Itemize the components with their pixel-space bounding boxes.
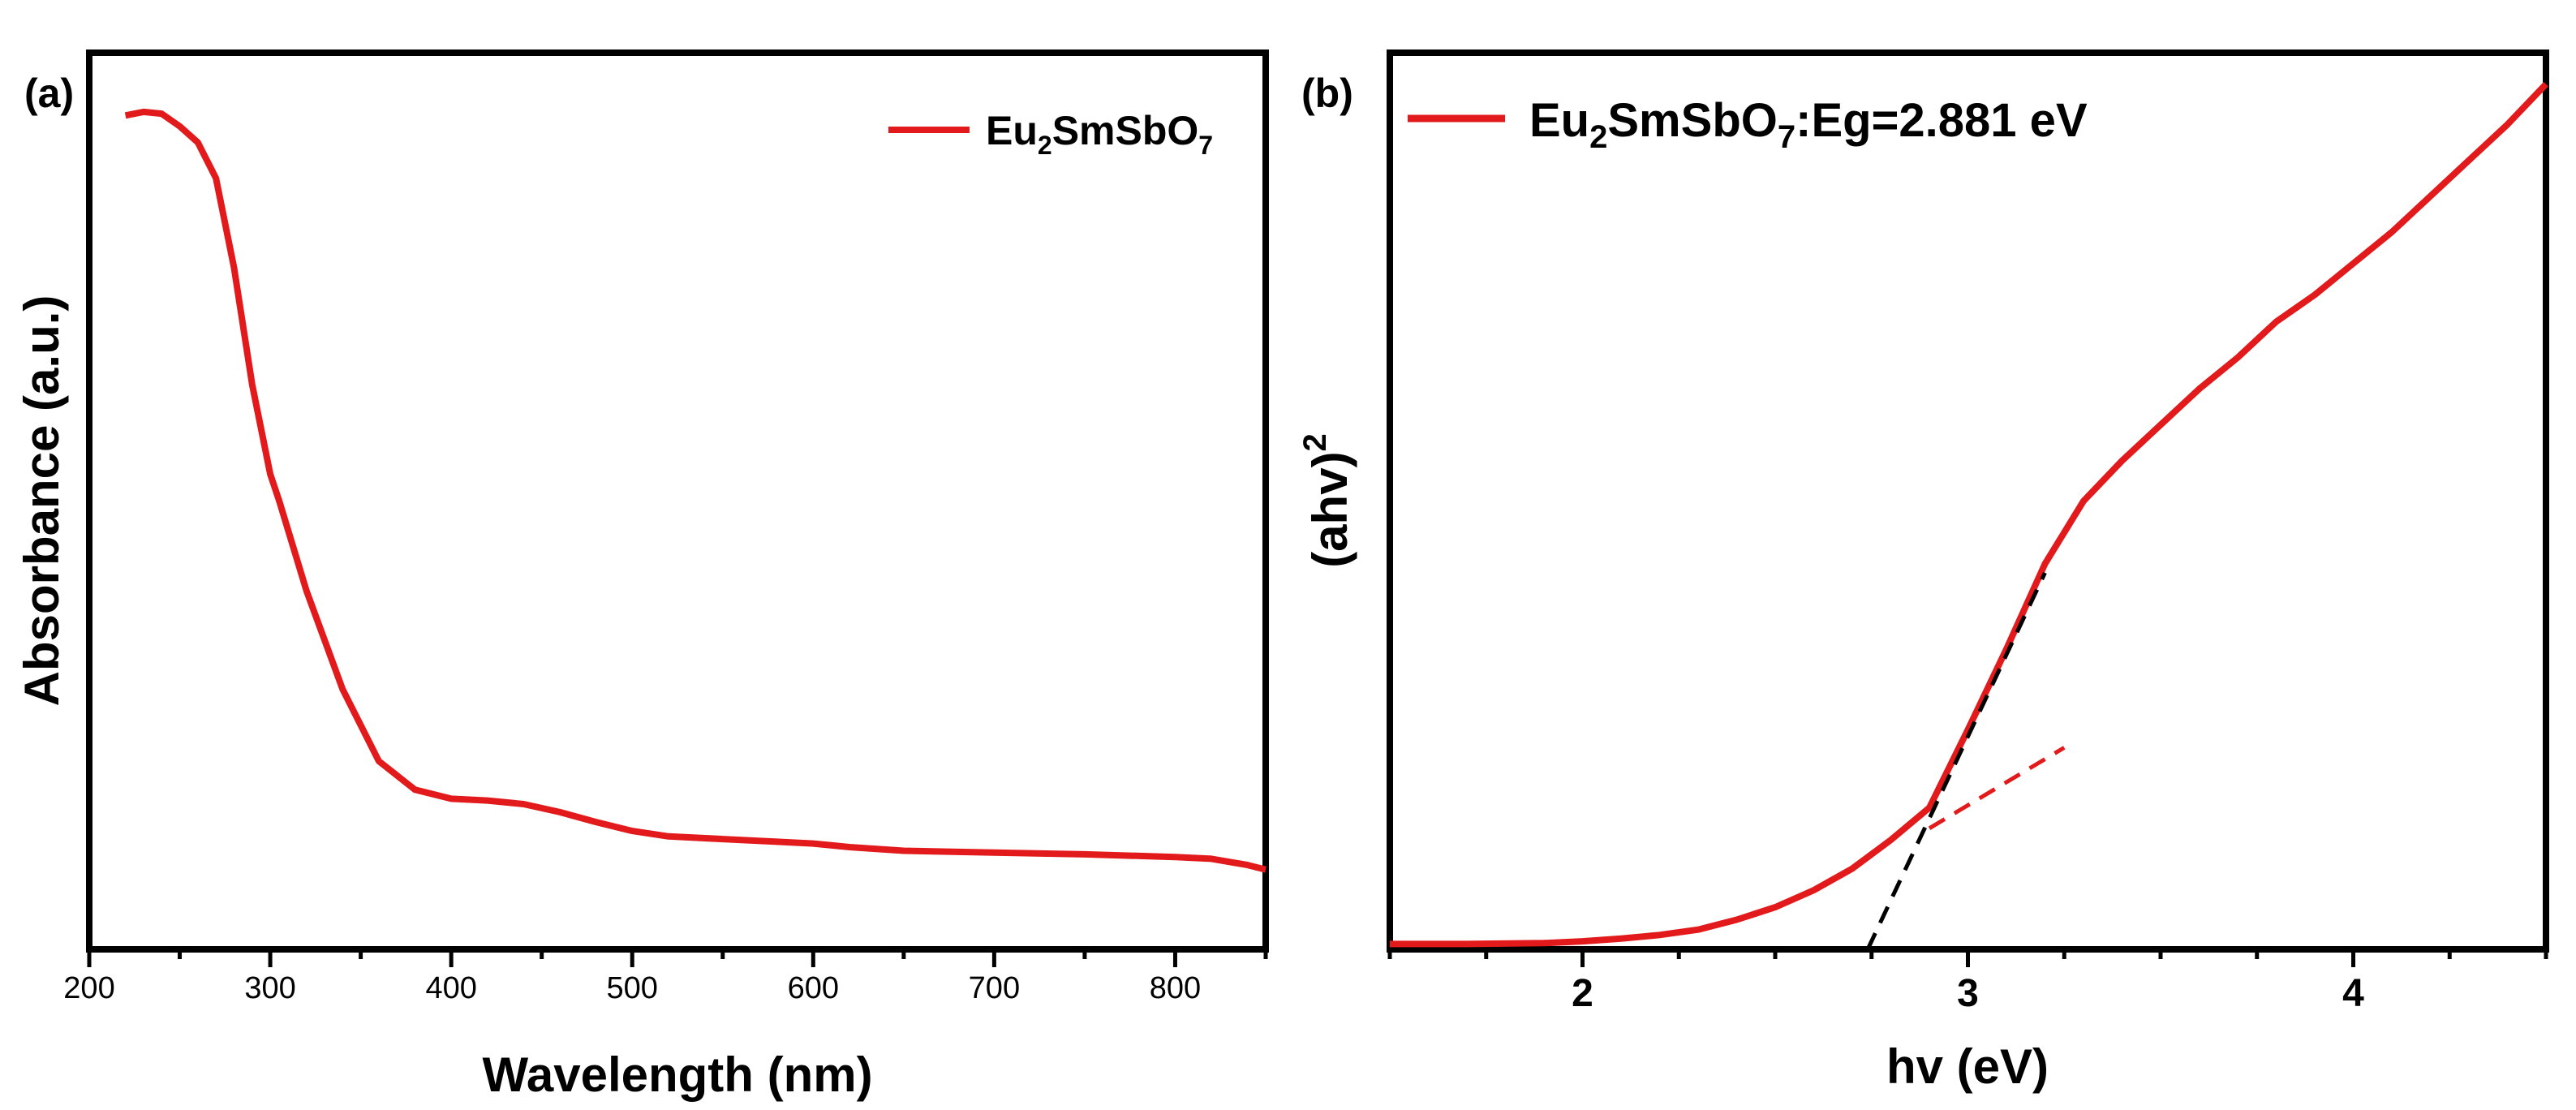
- x-tick-label: 400: [425, 971, 476, 1005]
- panel-b-legend: Eu2SmSbO7:Eg=2.881 eV: [1408, 94, 2088, 155]
- panel-a-label: (a): [24, 71, 74, 116]
- x-tick-label: 2: [1572, 972, 1593, 1015]
- x-tick-label: 4: [2342, 972, 2364, 1015]
- panel-a-frame: [86, 49, 1269, 953]
- panel-a-legend-label: Eu2SmSbO7: [986, 108, 1213, 160]
- x-tick-label: 3: [1957, 972, 1979, 1015]
- panel-b-x-axis-label: hv (eV): [1886, 1039, 2049, 1094]
- panel-b-baseline-fit-line: [1928, 746, 2066, 830]
- panel-b-label: (b): [1301, 71, 1353, 116]
- panel-a-x-ticks: 200 300 400 500 600 700 800: [63, 949, 1268, 1005]
- panel-b-tangent-fit-line: [1865, 571, 2047, 951]
- panel-b-y-axis-label: (ahv)2: [1297, 433, 1357, 568]
- panel-b-x-ticks: 2 3 4: [1387, 949, 2548, 1015]
- x-tick-label: 700: [969, 971, 1020, 1005]
- panel-b-series-line: [1390, 81, 2548, 948]
- panel-b-legend-label: Eu2SmSbO7:Eg=2.881 eV: [1529, 94, 2088, 155]
- panel-b: (b) 2 3 4 Eu2SmSbO7:Eg=2.881 eV hv (eV) (a…: [1297, 49, 2549, 1094]
- x-tick-label: 800: [1150, 971, 1201, 1005]
- x-tick-label: 500: [607, 971, 658, 1005]
- panel-a-series-line: [124, 108, 1266, 873]
- panel-a: (a) 200 300 400 500 600 700 800 Eu2SmSbO7 Wave…: [15, 49, 1269, 1102]
- x-tick-label: 300: [244, 971, 295, 1005]
- panel-b-frame: [1387, 49, 2549, 953]
- panel-a-y-axis-label: Absorbance (a.u.): [15, 295, 69, 707]
- panel-a-x-axis-label: Wavelength (nm): [482, 1048, 872, 1102]
- x-tick-label: 600: [788, 971, 839, 1005]
- panel-a-legend: Eu2SmSbO7: [888, 108, 1213, 160]
- x-tick-label: 200: [63, 971, 114, 1005]
